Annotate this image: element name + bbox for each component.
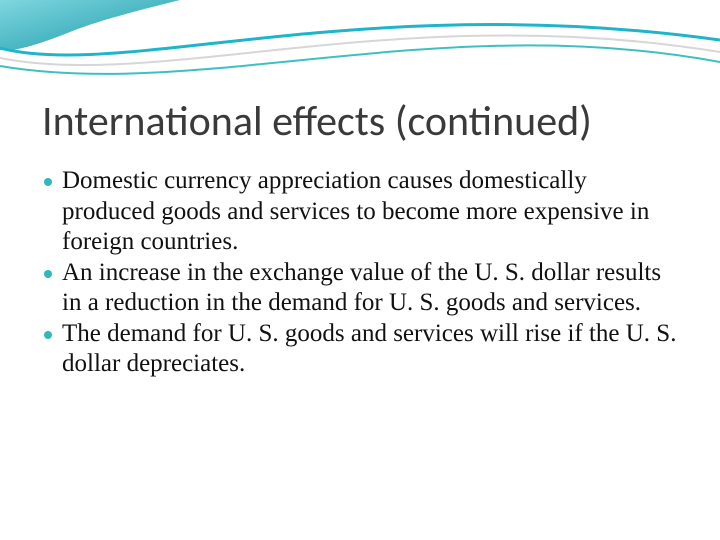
- slide-content: International effects (continued) Domest…: [0, 0, 720, 380]
- list-item: An increase in the exchange value of the…: [42, 258, 678, 319]
- list-item: The demand for U. S. goods and services …: [42, 319, 678, 380]
- slide-title: International effects (continued): [42, 100, 678, 144]
- list-item: Domestic currency appreciation causes do…: [42, 166, 678, 258]
- bullet-list: Domestic currency appreciation causes do…: [42, 166, 678, 380]
